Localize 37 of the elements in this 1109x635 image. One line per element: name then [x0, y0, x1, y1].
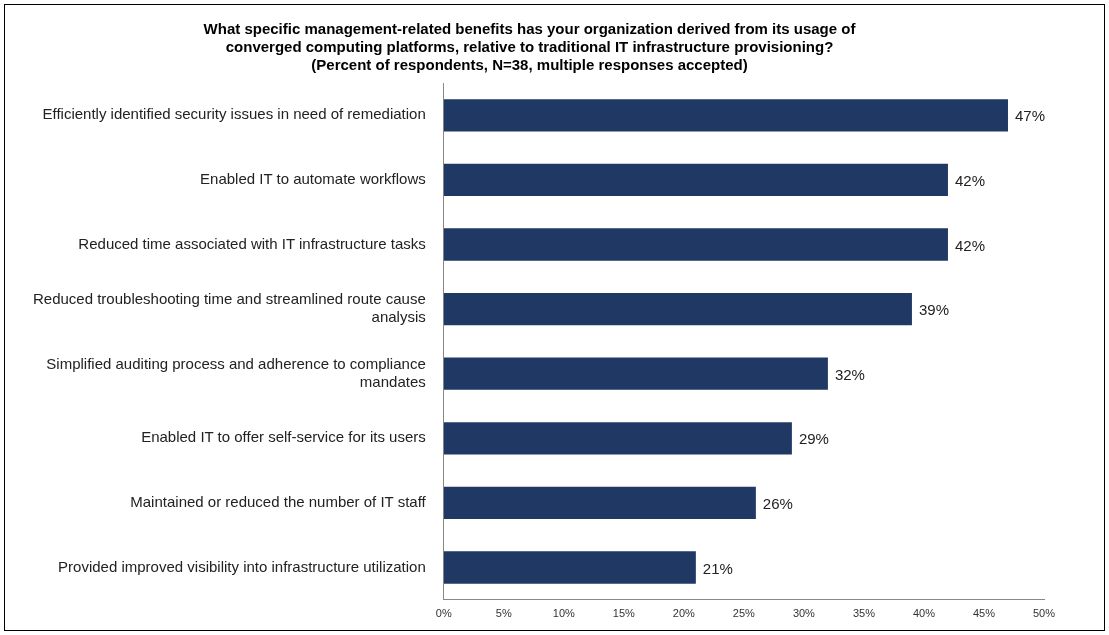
x-tick-label: 0%	[435, 607, 452, 620]
y-tick-label: Enabled IT to offer self-service for its users	[141, 428, 426, 446]
x-tick-label: 10%	[552, 607, 576, 620]
y-tick-label: Provided improved visibility into infrastructure utilization	[58, 557, 426, 575]
chart-title: What specific management-related benefits has your organization derived from its usage of converged computing platforms, relative to traditional IT infrastructure provisioning?	[203, 20, 857, 56]
y-tick-label: Efficiently identified security issues in need of remediation	[42, 105, 426, 123]
y-tick-label: Simplified auditing process and adherence to compliance mandates	[46, 354, 426, 390]
y-tick-label: Reduced troubleshooting time and streamlined route cause analysis	[32, 290, 426, 326]
x-tick-label: 40%	[912, 607, 936, 620]
y-tick-label: Reduced time associated with IT infrastructure tasks	[78, 234, 426, 252]
x-tick-label: 5%	[495, 607, 512, 620]
bar	[443, 486, 756, 520]
bar	[443, 292, 912, 326]
data-label: 32%	[834, 365, 865, 383]
data-label: 42%	[954, 236, 985, 254]
x-tick-label: 35%	[852, 607, 876, 620]
x-tick-label: 20%	[672, 607, 696, 620]
bar	[443, 99, 1008, 132]
x-tick-label: 45%	[972, 607, 996, 620]
data-label: 47%	[1014, 107, 1046, 125]
data-label: 29%	[798, 430, 829, 448]
x-tick-label: 15%	[612, 607, 636, 620]
chart-subtitle: (Percent of respondents, N=38, multiple responses accepted)	[311, 56, 748, 74]
data-label: 42%	[954, 172, 985, 190]
x-tick-label: 50%	[1032, 607, 1056, 620]
data-label: 26%	[762, 495, 793, 513]
data-label: 21%	[702, 559, 733, 577]
bar	[443, 357, 828, 390]
bar	[443, 228, 948, 261]
data-label: 39%	[918, 301, 949, 319]
bar	[443, 163, 948, 197]
y-tick-label: Enabled IT to automate workflows	[200, 170, 426, 188]
bar	[443, 551, 696, 584]
x-tick-label: 25%	[732, 607, 756, 620]
x-tick-label: 30%	[792, 607, 816, 620]
y-tick-label: Maintained or reduced the number of IT staff	[130, 493, 427, 511]
bar	[443, 422, 792, 455]
